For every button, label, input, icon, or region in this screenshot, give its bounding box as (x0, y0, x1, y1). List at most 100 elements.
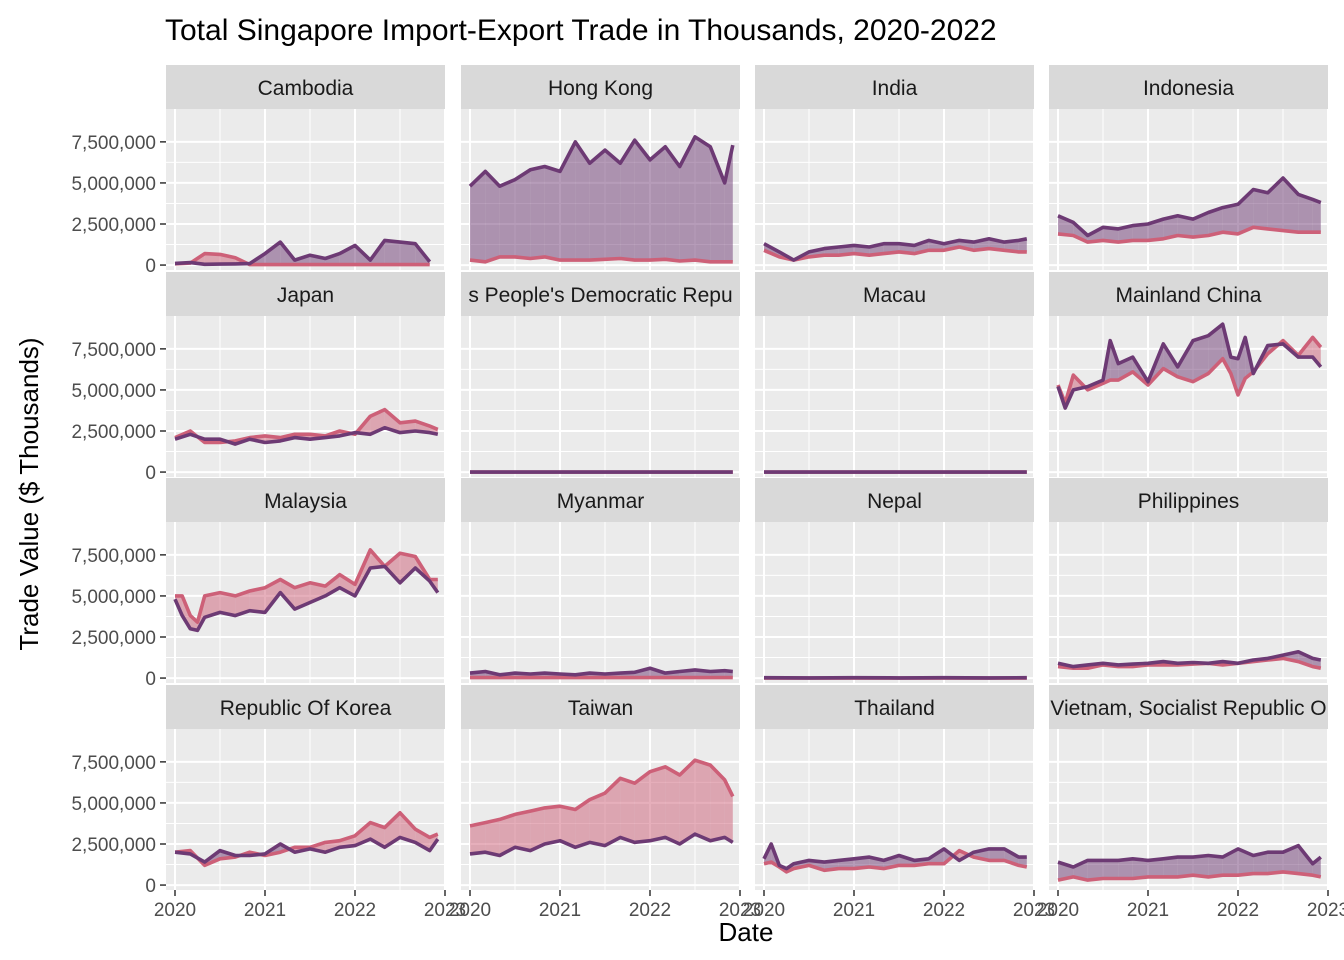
ribbon-segment (400, 553, 416, 583)
y-tick-label: 7,500,000 (71, 340, 156, 361)
ribbon-segment (589, 150, 605, 261)
facet-panel: Macau (755, 272, 1035, 477)
ribbon-segment (235, 591, 250, 616)
ribbon-segment (204, 253, 220, 265)
x-tick-label: 2020 (154, 900, 196, 921)
ribbon-segment (530, 807, 545, 851)
ribbon-segment (1103, 227, 1119, 243)
x-tick-label: 2022 (334, 900, 376, 921)
x-tick-label: 2022 (923, 900, 965, 921)
facet-strip (461, 65, 740, 109)
facet-panel: Vietnam, Socialist Republic O 2020 2021 202… (1037, 685, 1344, 921)
series-b-line (1057, 225, 1321, 244)
ribbon-segment (325, 574, 340, 596)
ribbon-segment (1193, 335, 1209, 382)
ribbon-segment (499, 179, 515, 257)
x-tick-label: 2023 (1307, 900, 1344, 921)
ribbon-segment (620, 140, 635, 261)
ribbon-segment (1253, 189, 1268, 229)
x-tick-label: 2023 (424, 900, 466, 921)
y-tick-label: 2,500,000 (71, 835, 156, 856)
series-b-line (1057, 870, 1322, 882)
facet-label: s People's Democratic Repu (468, 284, 732, 307)
plot-background (1049, 316, 1328, 477)
series-b-line (1056, 335, 1323, 405)
ribbon-segment (384, 553, 400, 583)
x-tick-label: 2023 (719, 900, 761, 921)
ribbon-segment (415, 829, 430, 851)
ribbon-segment (515, 811, 531, 851)
ribbon-segment (499, 814, 515, 856)
ribbon-segment (665, 766, 680, 844)
facet-panel: Philippines (1049, 478, 1329, 683)
series-b-line (469, 758, 735, 828)
facet-strip (755, 685, 1034, 729)
ribbon-segment (620, 778, 635, 843)
y-tick-label: 2,500,000 (71, 422, 156, 443)
ribbon-segment (530, 166, 545, 259)
ribbon-segment (1298, 651, 1313, 667)
facet-strip (755, 65, 1034, 109)
x-tick-label: 2020 (1037, 900, 1079, 921)
ribbon-segment (1177, 857, 1193, 877)
x-axis-label: Date (719, 917, 774, 947)
ribbon-segment (589, 793, 605, 846)
series-a-line (174, 238, 432, 267)
ribbon-segment (265, 242, 281, 265)
ribbon-segment (989, 848, 1005, 861)
facet-panel: India (755, 65, 1035, 270)
series-b-line (174, 251, 430, 267)
facet-panel: Indonesia (1049, 65, 1329, 270)
facet-strip (1049, 478, 1328, 522)
ribbon-segment (1177, 215, 1193, 238)
ribbon-segment (650, 766, 666, 841)
ribbon-segment (665, 146, 680, 261)
facet-label: Macau (863, 284, 926, 307)
ribbon-segment (1132, 858, 1148, 879)
ribbon-segment (485, 171, 500, 262)
ribbon-segment (695, 136, 711, 262)
facet-label: Republic Of Korea (220, 697, 392, 720)
facet-strip (461, 478, 740, 522)
ribbon-segment (204, 592, 220, 618)
facet-panel: Malaysia 0 2,500,000 5,000,000 7,500,000 (71, 478, 446, 690)
y-tick-label: 0 (145, 876, 156, 897)
series-a-line (763, 237, 1028, 262)
ribbon-segment (544, 806, 560, 844)
ribbon-segment (1018, 238, 1027, 252)
x-tick-label: 2020 (449, 900, 491, 921)
facet-label: Nepal (867, 490, 922, 513)
facet-strip (461, 685, 740, 729)
series-a-line (1057, 649, 1322, 669)
ribbon-segment (1222, 204, 1238, 234)
series-a-line (174, 835, 440, 864)
x-tick-label: 2021 (244, 900, 286, 921)
x-tick-label: 2023 (1013, 900, 1055, 921)
y-axis-label: Trade Value ($ Thousands) (14, 337, 44, 650)
ribbon-segment (1163, 215, 1178, 239)
ribbon-segment (1193, 855, 1209, 877)
y-tick-label: 2,500,000 (71, 215, 156, 236)
ribbon-segment (339, 245, 355, 265)
facet-panel: Republic Of Korea 0 2,500,000 5,000,000 7,50… (71, 685, 466, 921)
facet-strip (755, 478, 1034, 522)
series-a-line (1057, 843, 1322, 869)
facet-strip (166, 272, 445, 316)
x-tick-label: 2021 (833, 900, 875, 921)
facet-panel: s People's Democratic Repu (461, 272, 741, 477)
ribbon-segment (265, 579, 281, 613)
ribbon-segment (1208, 207, 1223, 236)
facet-strip (1049, 685, 1328, 729)
plot-background (755, 522, 1034, 683)
facet-label: Indonesia (1143, 77, 1234, 100)
series-b-line (763, 848, 1028, 874)
plot-background (755, 316, 1034, 477)
series-a-line (1057, 176, 1322, 238)
plot-background (461, 522, 740, 683)
facet-panel: Taiwan 2020 2021 2022 2023 (449, 685, 761, 921)
series-a-line (1056, 322, 1323, 410)
ribbon-segment (470, 171, 486, 262)
x-tick-label: 2021 (1127, 900, 1169, 921)
y-tick-label: 7,500,000 (71, 546, 156, 567)
x-tick-label: 2022 (1217, 900, 1259, 921)
